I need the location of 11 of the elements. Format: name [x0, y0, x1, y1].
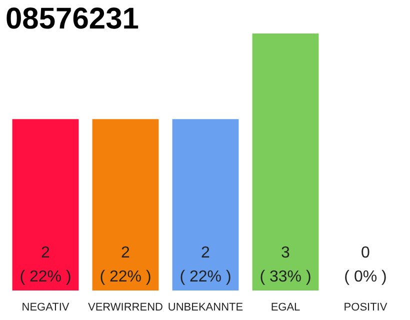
x-tick-label: NEGATIV	[22, 302, 70, 314]
x-tick-label: UNBEKANNTE	[168, 302, 244, 314]
data-label: 2 ( 22% )	[180, 244, 232, 286]
x-tick-label: VERWIRREND	[88, 302, 164, 314]
chart-title: 08576231	[6, 2, 139, 36]
data-label: 0 ( 0% )	[344, 244, 387, 286]
x-tick-label: EGAL	[270, 302, 300, 314]
data-label: 2 ( 22% )	[100, 244, 152, 286]
x-tick-label: POSITIV	[344, 302, 388, 314]
data-label: 2 ( 22% )	[20, 244, 72, 286]
data-label: 3 ( 33% )	[260, 244, 312, 286]
